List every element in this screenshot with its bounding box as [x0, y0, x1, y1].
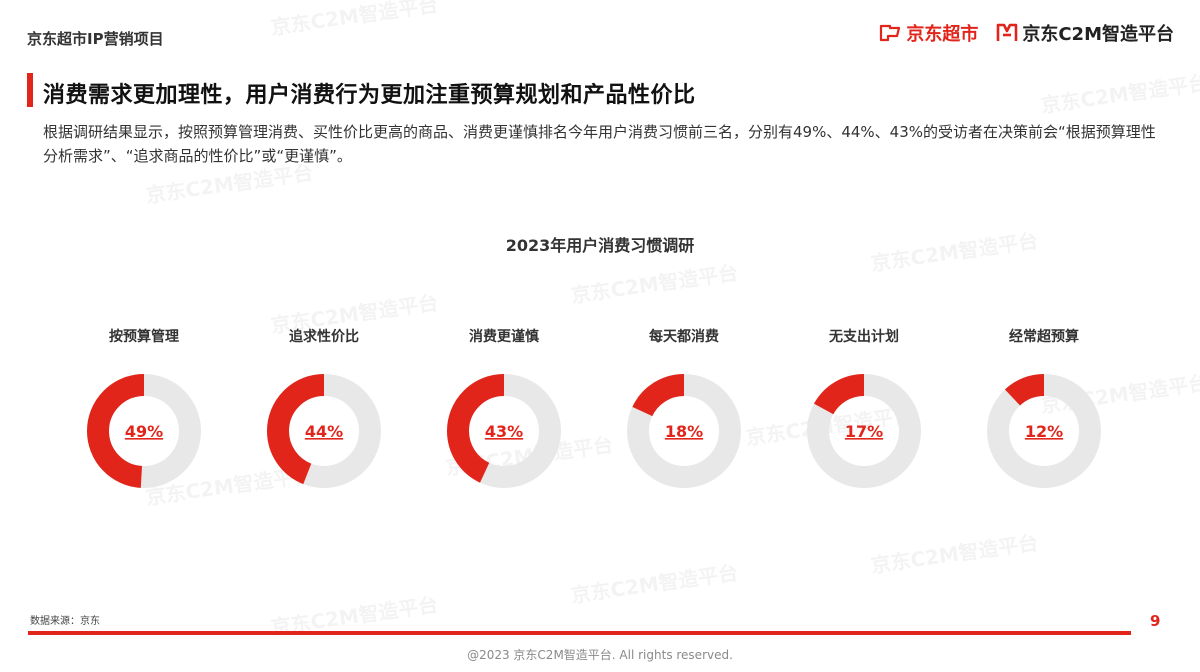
donut-value-label: 17% — [845, 422, 883, 441]
donut-value-arc — [87, 374, 201, 488]
donut-value-arc — [987, 374, 1101, 488]
copyright-text: @2023 京东C2M智造平台. All rights reserved. — [467, 648, 733, 662]
logo-supermarket-text: 京东超市 — [906, 24, 979, 45]
donut-value-arc — [447, 374, 561, 488]
logo-c2m-text: 京东C2M智造平台 — [1022, 24, 1174, 45]
donut-category-label: 经常超预算 — [1009, 328, 1079, 345]
donut-category-label: 无支出计划 — [828, 328, 899, 345]
jd-dog-icon — [880, 24, 901, 42]
donut-value-arc — [627, 374, 741, 488]
donut-category-label: 每天都消费 — [649, 328, 719, 345]
page-title: 消费需求更加理性，用户消费行为更加注重预算规划和产品性价比 — [43, 83, 696, 108]
footer-divider — [28, 631, 1131, 635]
data-source: 数据来源：京东 — [30, 616, 100, 627]
project-label: 京东超市IP营销项目 — [27, 30, 164, 48]
chart-title: 2023年用户消费习惯调研 — [505, 236, 695, 255]
description-text: 根据调研结果显示，按照预算管理消费、买性价比更高的商品、消费更谨慎排名今年用户消… — [43, 123, 1156, 165]
page-number: 9 — [1150, 612, 1161, 630]
donut-value-label: 49% — [125, 422, 163, 441]
donut-category-label: 按预算管理 — [109, 328, 179, 345]
c2m-brand-icon — [997, 23, 1018, 41]
donut-value-arc — [267, 374, 381, 488]
donut-category-label: 追求性价比 — [289, 328, 359, 345]
donut-value-label: 18% — [665, 422, 703, 441]
donut-value-label: 43% — [485, 422, 523, 441]
donut-value-label: 44% — [305, 422, 343, 441]
jd-c2m-logo: 京东C2M智造平台 — [996, 20, 1174, 46]
title-accent-bar — [27, 73, 33, 107]
jd-supermarket-logo: 京东超市 — [878, 20, 978, 46]
donut-value-arc — [807, 374, 921, 488]
donut-category-label: 消费更谨慎 — [469, 328, 539, 345]
donut-value-label: 12% — [1025, 422, 1063, 441]
logo-group: 京东超市 京东C2M智造平台 — [878, 20, 1174, 46]
